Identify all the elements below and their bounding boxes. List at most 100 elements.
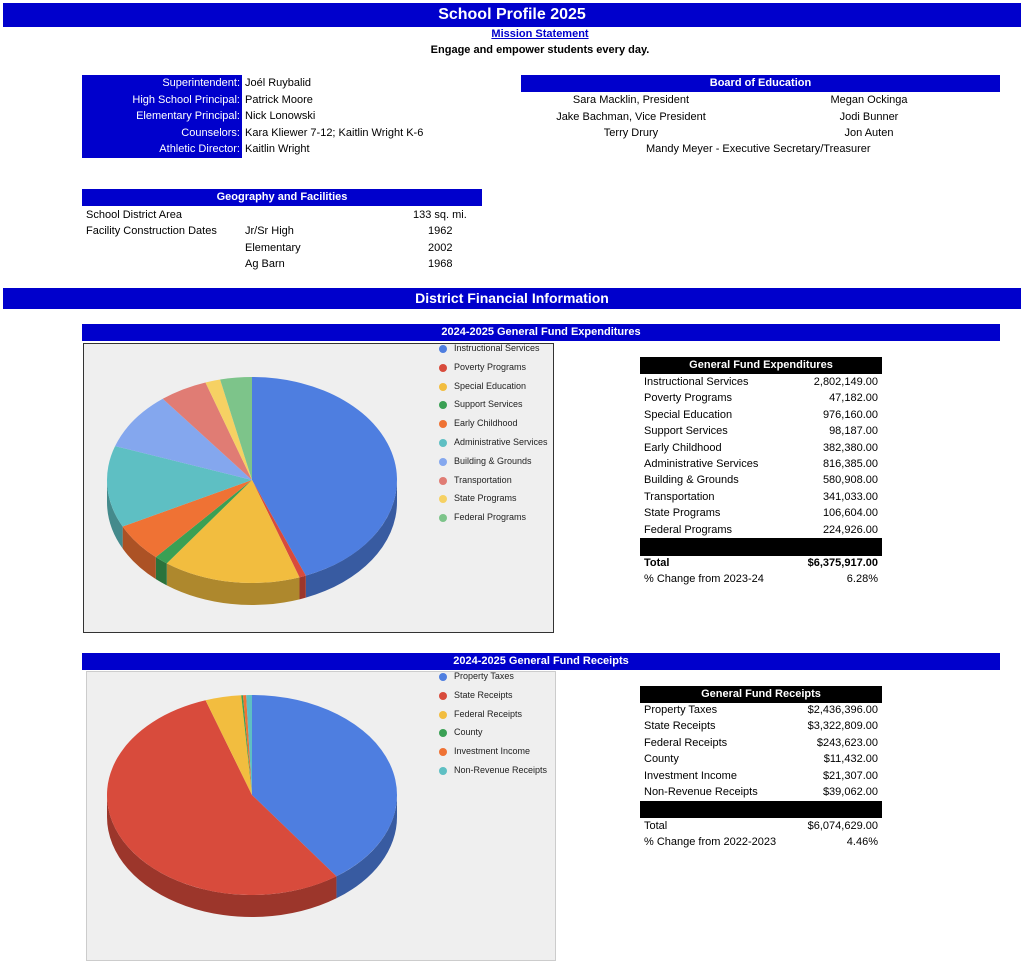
legend-label: Administrative Services <box>454 437 548 447</box>
expenditures-slice <box>166 480 300 583</box>
board-member: Jon Auten <box>844 127 894 139</box>
staff-name: Kaitlin Wright <box>245 143 310 155</box>
expenditures-total-row: Total $6,375,917.00 <box>640 557 880 573</box>
receipts-slice <box>241 695 252 795</box>
expenditures-row: Support Services 98,187.00 <box>640 425 880 441</box>
board-member: Jake Bachman, Vice President <box>556 110 706 123</box>
receipts-row: Investment Income $21,307.00 <box>640 770 880 786</box>
expenditures-total-value: $6,375,917.00 <box>807 557 878 569</box>
expenditures-slice <box>115 398 252 480</box>
expenditures-row-value: 106,604.00 <box>822 507 878 520</box>
expenditures-row-label: Building & Grounds <box>644 474 739 487</box>
receipts-row-label: State Receipts <box>644 720 716 733</box>
receipts-row-value: $39,062.00 <box>822 786 878 798</box>
facility-name: Elementary <box>245 241 301 254</box>
legend-swatch <box>439 673 447 681</box>
legend-swatch <box>439 476 447 485</box>
legend-label: Support Services <box>454 399 523 410</box>
receipts-row: Property Taxes $2,436,396.00 <box>640 704 880 720</box>
expenditures-bar-title: 2024-2025 General Fund Expenditures <box>82 324 1000 341</box>
district-area-value: 133 sq. mi. <box>413 209 467 221</box>
legend-label: County <box>454 727 483 738</box>
legend-label: Poverty Programs <box>454 361 527 372</box>
receipts-table-title: General Fund Receipts <box>701 688 821 700</box>
receipts-pie-chart <box>106 695 397 917</box>
legend-label: Transportation <box>454 474 512 485</box>
legend-swatch <box>439 514 447 523</box>
expenditures-slice <box>205 379 252 480</box>
expenditures-row-value: 976,160.00 <box>822 408 878 421</box>
legend-swatch <box>439 710 447 719</box>
expenditures-slice-side <box>155 557 167 586</box>
staff-role: Counselors: <box>181 126 240 139</box>
staff-name: Patrick Moore <box>245 93 313 106</box>
legend-swatch <box>439 345 447 353</box>
legend-label: Special Education <box>454 380 527 391</box>
expenditures-slice <box>252 480 306 578</box>
receipts-row: County $11,432.00 <box>640 753 880 769</box>
expenditures-slice-side <box>107 480 123 549</box>
expenditures-slice <box>162 382 252 480</box>
receipts-row: Non-Revenue Receipts $39,062.00 <box>640 786 880 802</box>
expenditures-row: Administrative Services 816,385.00 <box>640 458 880 474</box>
legend-swatch <box>439 495 447 504</box>
expenditures-row-label: Poverty Programs <box>644 392 733 405</box>
facility-construction-label: Facility Construction Dates <box>86 225 217 237</box>
staff-name: Kara Kliewer 7-12; Kaitlin Wright K-6 <box>245 126 424 139</box>
expenditures-row-label: Support Services <box>644 425 728 438</box>
expenditures-slice <box>220 377 252 480</box>
board-title: Board of Education <box>521 75 1000 92</box>
facility-year: 1962 <box>428 225 453 237</box>
expenditures-row-label: State Programs <box>644 507 721 520</box>
expenditures-slice-side <box>166 563 300 605</box>
expenditures-slice <box>107 446 253 527</box>
expenditures-pie-chart <box>107 377 397 605</box>
staff-roles-column <box>82 75 242 158</box>
expenditures-table-title: General Fund Expenditures <box>689 359 833 371</box>
legend-swatch <box>439 420 447 429</box>
receipts-slice <box>205 695 252 795</box>
board-member: Sara Macklin, President <box>572 94 690 106</box>
expenditures-change-value: 6.28% <box>846 573 878 585</box>
legend-label: State Receipts <box>454 689 513 700</box>
receipts-row-value: $11,432.00 <box>823 753 878 766</box>
receipts-change-value: 4.46% <box>846 836 878 848</box>
legend-label: Property Taxes <box>454 671 514 681</box>
financial-title: District Financial Information <box>3 288 1021 309</box>
legend-label: State Programs <box>454 493 517 504</box>
expenditures-slice-side <box>305 480 397 598</box>
staff-role: Elementary Principal: <box>136 110 240 122</box>
expenditures-row-label: Administrative Services <box>644 458 759 470</box>
legend-swatch <box>439 457 447 466</box>
receipts-row-label: Federal Receipts <box>644 736 728 749</box>
staff-role: Athletic Director: <box>159 143 240 155</box>
staff-name: Joél Ruybalid <box>245 77 312 89</box>
expenditures-row-value: 98,187.00 <box>829 425 878 438</box>
board-member: Terry Drury <box>603 127 659 139</box>
legend-label: Building & Grounds <box>454 455 532 466</box>
expenditures-change-row: % Change from 2023-24 6.28% <box>640 573 880 589</box>
receipts-slice-side <box>106 795 337 917</box>
expenditures-row-value: 341,033.00 <box>822 490 878 503</box>
expenditures-row-label: Instructional Services <box>644 376 749 388</box>
receipts-slice <box>106 700 337 895</box>
expenditures-row-label: Special Education <box>644 408 733 421</box>
expenditures-row: Building & Grounds 580,908.00 <box>640 474 880 490</box>
receipts-slice <box>246 695 252 795</box>
expenditures-total-label: Total <box>644 557 670 569</box>
legend-swatch <box>439 439 447 447</box>
expenditures-row-value: 580,908.00 <box>822 474 878 487</box>
geography-title: Geography and Facilities <box>82 189 482 206</box>
facility-name: Jr/Sr High <box>245 225 294 237</box>
receipts-change-label: % Change from 2022-2023 <box>644 836 777 848</box>
expenditures-blackbar <box>640 538 882 556</box>
receipts-row-label: Property Taxes <box>644 704 718 716</box>
expenditures-row: State Programs 106,604.00 <box>640 507 880 523</box>
page-title: School Profile 2025 <box>3 3 1021 27</box>
legend-swatch <box>439 382 447 391</box>
legend-swatch <box>439 729 447 738</box>
expenditures-row: Special Education 976,160.00 <box>640 409 880 425</box>
legend-swatch <box>439 691 447 700</box>
receipts-row-value: $3,322,809.00 <box>807 720 878 733</box>
mission-statement-link[interactable]: Mission Statement <box>491 28 589 40</box>
